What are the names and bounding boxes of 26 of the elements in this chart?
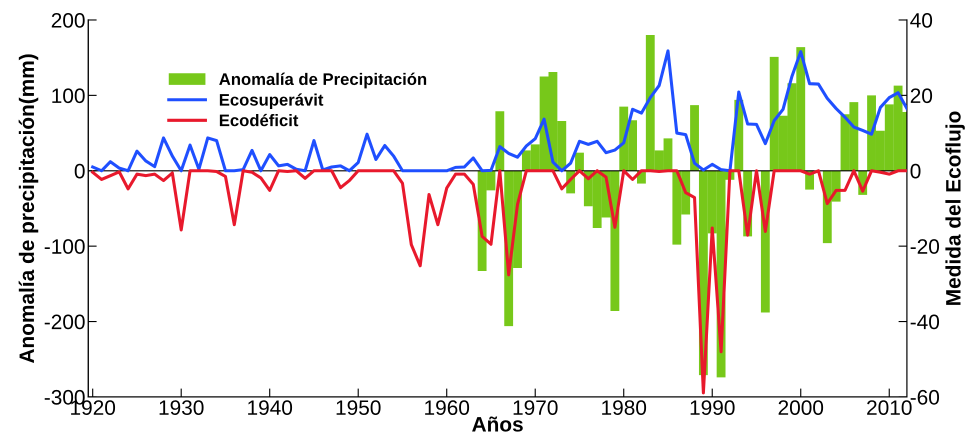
x-tick-label: 1930 (160, 400, 204, 416)
y2-tick-label: 20 (910, 88, 932, 104)
x-tick-label: 1940 (248, 400, 292, 416)
legend-label: Anomalía de Precipitación (219, 72, 426, 88)
y2-tick-label: 0 (910, 164, 920, 179)
y2-axis-title: Medida del Ecoflujo (945, 111, 965, 305)
x-tick-label: 1980 (602, 400, 646, 416)
x-tick-label: 2010 (867, 400, 912, 416)
y2-tick-label: -40 (910, 314, 940, 330)
y-tick-label: 200 (52, 12, 85, 28)
x-axis-title: Años (472, 416, 523, 432)
x-tick-label: 1960 (425, 400, 470, 416)
y-tick-label: 100 (52, 88, 85, 104)
x-tick-label: 2000 (778, 400, 824, 416)
x-tick-label: 1970 (514, 400, 558, 416)
y-tick-label: 0 (74, 164, 85, 179)
y2-tick-label: 40 (910, 12, 932, 28)
y2-tick-label: -20 (910, 239, 940, 254)
x-tick-label: 1990 (690, 400, 735, 416)
y2-tick-label: -60 (910, 390, 940, 405)
y-tick-label: -200 (44, 314, 85, 330)
y-tick-label: -100 (44, 239, 85, 254)
x-tick-label: 1950 (336, 400, 381, 416)
legend-label: Ecosuperávit (220, 93, 324, 110)
legend-label: Ecodéficit (220, 114, 298, 126)
y-axis-title: Anomalía de precipitación(mm) (18, 54, 38, 364)
